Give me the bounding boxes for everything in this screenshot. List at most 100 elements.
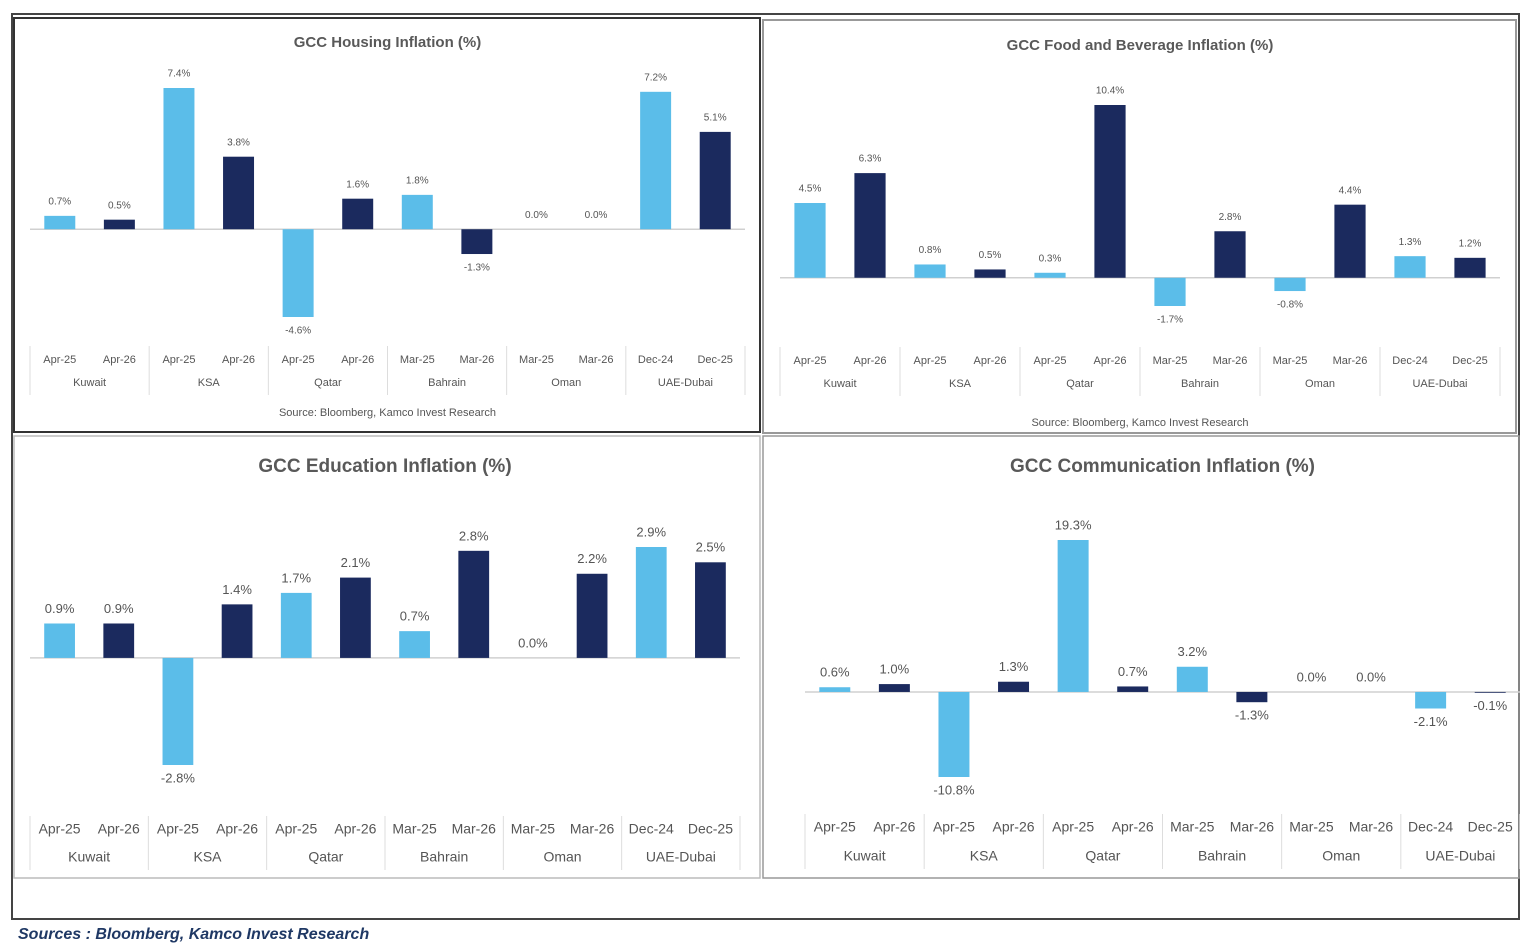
bar (854, 173, 886, 278)
group-label: Bahrain (1198, 848, 1246, 864)
x-tick-label: Apr-26 (973, 355, 1006, 367)
data-label: -10.8% (933, 782, 975, 797)
x-tick-label: Apr-25 (275, 821, 317, 837)
x-tick-label: Apr-25 (814, 819, 856, 835)
bar (819, 687, 851, 692)
x-tick-label: Mar-26 (570, 821, 615, 837)
group-label: Kuwait (68, 849, 110, 865)
group-label: KSA (193, 849, 222, 865)
x-tick-label: Apr-25 (933, 819, 975, 835)
x-tick-label: Apr-25 (43, 354, 76, 366)
x-tick-label: Apr-26 (103, 354, 136, 366)
data-label: 0.0% (525, 210, 548, 221)
x-tick-label: Mar-25 (400, 354, 435, 366)
charts: GCC Housing Inflation (%) 0.7% Apr-25 0.5% A… (11, 13, 1520, 920)
data-label: 6.3% (859, 154, 882, 165)
data-label: 4.5% (799, 184, 822, 195)
bar (938, 691, 970, 777)
data-label: 2.9% (636, 524, 666, 539)
bar (1094, 105, 1126, 278)
x-tick-label: Apr-25 (1033, 355, 1066, 367)
x-tick-label: Mar-26 (459, 354, 494, 366)
bar (1454, 257, 1486, 278)
data-label: 0.3% (1039, 253, 1062, 264)
bar (458, 550, 490, 658)
bar (44, 215, 76, 230)
bar (1415, 691, 1447, 709)
data-label: 1.6% (346, 179, 369, 190)
group-label: Qatar (1085, 848, 1120, 864)
bar (1214, 231, 1246, 278)
group-label: KSA (970, 848, 999, 864)
bar (1034, 272, 1066, 278)
bar (1236, 691, 1268, 703)
data-label: 2.5% (696, 540, 726, 555)
bar (44, 623, 75, 658)
bar (1117, 686, 1149, 692)
x-tick-label: Dec-25 (1452, 355, 1487, 367)
data-label: 0.5% (979, 250, 1002, 261)
data-label: -2.1% (1414, 714, 1448, 729)
group-label: Qatar (1066, 378, 1094, 390)
data-label: 2.1% (341, 555, 371, 570)
group-label: UAE-Dubai (658, 377, 713, 389)
bar (103, 219, 135, 230)
data-label: 1.4% (222, 582, 252, 597)
x-tick-label: Mar-25 (511, 821, 556, 837)
x-tick-label: Apr-26 (222, 354, 255, 366)
bar (103, 623, 135, 658)
data-label: 0.7% (48, 196, 71, 207)
x-tick-label: Dec-24 (1408, 819, 1453, 835)
x-tick-label: Dec-24 (629, 821, 674, 837)
bar (1334, 204, 1366, 278)
group-label: Oman (1322, 848, 1360, 864)
chart-title: GCC Food and Beverage Inflation (%) (1007, 37, 1274, 54)
data-label: 0.7% (1118, 664, 1148, 679)
group-label: Bahrain (1181, 378, 1219, 390)
group-label: UAE-Dubai (1425, 848, 1495, 864)
x-tick-label: Apr-25 (1052, 819, 1094, 835)
x-tick-label: Apr-25 (162, 354, 195, 366)
x-tick-label: Apr-26 (1112, 819, 1154, 835)
x-tick-label: Dec-24 (1392, 355, 1427, 367)
bar (461, 229, 493, 255)
chart-title: GCC Housing Inflation (%) (294, 34, 481, 51)
data-label: 4.4% (1339, 185, 1362, 196)
bar (1154, 277, 1186, 306)
x-tick-label: Dec-25 (697, 354, 732, 366)
x-tick-label: Mar-25 (1153, 355, 1188, 367)
x-tick-label: Apr-26 (98, 821, 140, 837)
x-tick-label: Mar-26 (579, 354, 614, 366)
x-tick-label: Mar-25 (1273, 355, 1308, 367)
x-tick-label: Apr-26 (216, 821, 258, 837)
x-tick-label: Mar-26 (1213, 355, 1248, 367)
data-label: -2.8% (161, 770, 195, 785)
data-label: -1.3% (464, 263, 490, 274)
panel-frame (762, 19, 1517, 434)
data-label: 0.9% (104, 601, 134, 616)
group-label: Qatar (308, 849, 343, 865)
group-label: Oman (1305, 378, 1335, 390)
chart-title: GCC Communication Inflation (%) (1010, 456, 1315, 477)
bar (794, 203, 826, 278)
bar (640, 91, 672, 230)
x-tick-label: Mar-25 (392, 821, 437, 837)
data-label: 7.2% (644, 72, 667, 83)
bar (342, 198, 374, 230)
data-label: 3.2% (1177, 644, 1207, 659)
data-label: 0.0% (585, 210, 608, 221)
data-label: -4.6% (285, 326, 311, 337)
group-label: Qatar (314, 377, 342, 389)
bar (998, 681, 1030, 692)
panel-frame (13, 435, 761, 879)
x-tick-label: Mar-26 (452, 821, 497, 837)
bar (223, 156, 255, 230)
data-label: 10.4% (1096, 86, 1124, 97)
group-label: Kuwait (823, 378, 856, 390)
data-label: 0.9% (45, 601, 75, 616)
data-label: 19.3% (1055, 517, 1092, 532)
x-tick-label: Dec-25 (688, 821, 733, 837)
group-label: KSA (198, 377, 221, 389)
bar (163, 88, 195, 230)
bar (1274, 277, 1306, 292)
